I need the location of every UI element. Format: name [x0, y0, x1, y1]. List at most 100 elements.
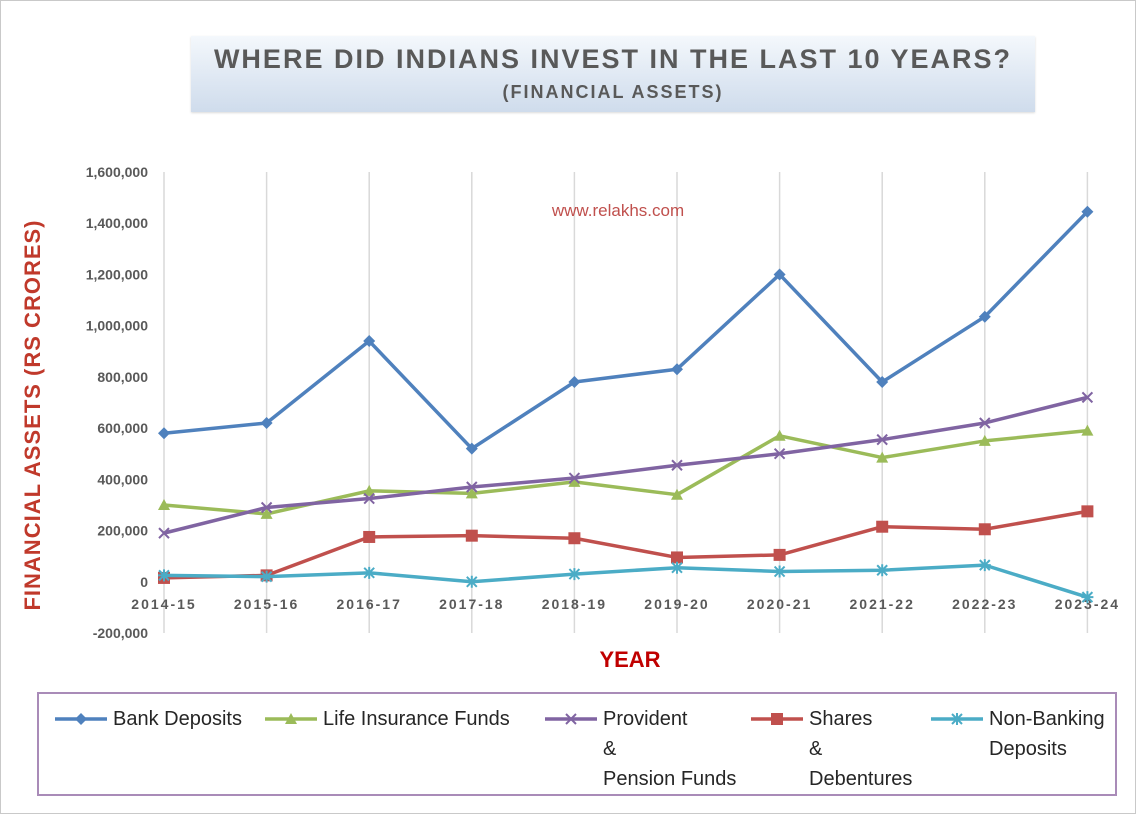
data-point: [465, 575, 478, 588]
x-tick-label: 2015-16: [234, 596, 299, 612]
legend-label-line: &: [603, 738, 617, 760]
data-point: [568, 475, 581, 487]
data-point: [773, 429, 786, 441]
data-point: [876, 451, 889, 463]
legend-swatch: [751, 713, 803, 725]
legend-label-line: Provident: [603, 708, 688, 730]
legend-label: Bank Deposits: [113, 704, 242, 734]
data-point: [978, 523, 991, 536]
x-tick-label: 2017-18: [439, 596, 504, 612]
y-tick-label: -200,000: [93, 625, 148, 641]
y-axis-label: FINANCIAL ASSETS (RS CRORES): [20, 219, 45, 610]
x-tick-label: 2019-20: [644, 596, 709, 612]
data-point: [1081, 505, 1094, 518]
legend-marker: [771, 713, 783, 725]
data-point: [773, 565, 786, 578]
data-point: [568, 472, 581, 484]
data-point: [978, 310, 991, 323]
x-tick-label: 2018-19: [542, 596, 607, 612]
data-point: [1081, 424, 1094, 436]
series-line: [163, 395, 1088, 535]
series-line: [163, 509, 1088, 580]
data-point: [158, 427, 170, 440]
legend-label: Shares & Debentures: [809, 704, 912, 794]
watermark: www.relakhs.com: [551, 201, 684, 220]
series-bank-deposits: [158, 205, 1094, 455]
y-tick-label: 0: [140, 574, 148, 590]
y-tick-label: 1,600,000: [86, 164, 148, 180]
data-point: [568, 568, 581, 581]
data-point: [671, 551, 683, 564]
data-point: [979, 417, 991, 429]
data-point: [363, 335, 376, 348]
series-group: [158, 205, 1094, 604]
data-point: [158, 527, 170, 539]
x-tick-label: 2021-22: [850, 596, 915, 612]
series-non-banking-deposits: [158, 559, 1094, 604]
series-line: [163, 563, 1088, 599]
chart-subtitle: (FINANCIAL ASSETS): [502, 82, 724, 102]
legend-label-line: Non-Banking: [989, 708, 1105, 730]
legend-label-line: Debentures: [809, 768, 913, 790]
x-tick-label: 2022-23: [952, 596, 1017, 612]
data-point: [1081, 391, 1094, 404]
data-point: [363, 484, 376, 496]
data-point: [568, 376, 581, 389]
data-point: [568, 532, 581, 545]
data-point: [158, 569, 170, 582]
legend-marker: [565, 713, 577, 725]
data-point: [876, 433, 888, 446]
legend-marker: [285, 713, 297, 724]
y-tick-label: 400,000: [97, 471, 148, 487]
data-point: [465, 442, 478, 455]
data-point: [363, 566, 376, 579]
data-point: [363, 530, 376, 543]
legend-label-line: Bank Deposits: [113, 708, 242, 730]
x-tick-label: 2014-15: [131, 596, 196, 612]
y-tick-label: 1,000,000: [86, 318, 148, 334]
legend-label-line: Deposits: [989, 738, 1067, 760]
legend-label-line: &: [809, 738, 823, 760]
x-tick-label: 2023-24: [1055, 596, 1120, 612]
y-tick-label: 800,000: [97, 369, 148, 385]
legend-swatch: [545, 713, 597, 725]
data-point: [1081, 205, 1094, 218]
data-point: [876, 564, 889, 577]
legend-label: Provident & Pension Funds: [603, 704, 736, 794]
data-point: [260, 501, 273, 514]
series-line: [163, 210, 1089, 451]
x-tick-label: 2020-21: [747, 596, 812, 612]
legend: Bank Deposits Life Insurance Funds Provide…: [37, 692, 1117, 796]
y-tick-label: 1,400,000: [86, 215, 148, 231]
data-point: [773, 548, 786, 561]
legend-label: Non-Banking Deposits: [989, 704, 1105, 764]
data-point: [260, 416, 273, 429]
data-point: [876, 376, 889, 389]
data-point: [773, 448, 786, 460]
data-point: [978, 434, 991, 446]
legend-swatch: [55, 713, 107, 725]
data-point: [465, 487, 478, 499]
legend-label-line: Life Insurance Funds: [323, 708, 510, 730]
y-tick-label: 1,200,000: [86, 266, 148, 282]
chart-title: WHERE DID INDIANS INVEST IN THE LAST 10 …: [213, 44, 1013, 74]
legend-label: Life Insurance Funds: [323, 704, 510, 734]
data-point: [260, 570, 273, 583]
y-tick-label: 600,000: [97, 420, 148, 436]
legend-marker: [75, 713, 87, 725]
legend-label-line: Pension Funds: [603, 768, 737, 790]
data-point: [158, 498, 170, 510]
data-point: [671, 561, 683, 574]
data-point: [671, 488, 683, 500]
data-point: [465, 529, 478, 542]
data-point: [363, 492, 375, 505]
data-point: [671, 459, 683, 471]
data-point: [466, 481, 478, 493]
y-axis-ticks: -200,000 0 200,000 400,000 600,000 800,000 1,0…: [86, 164, 149, 641]
data-point: [773, 268, 786, 281]
data-point: [260, 507, 273, 519]
data-point: [978, 559, 991, 572]
y-tick-label: 200,000: [97, 523, 148, 539]
legend-swatch: [265, 713, 317, 724]
